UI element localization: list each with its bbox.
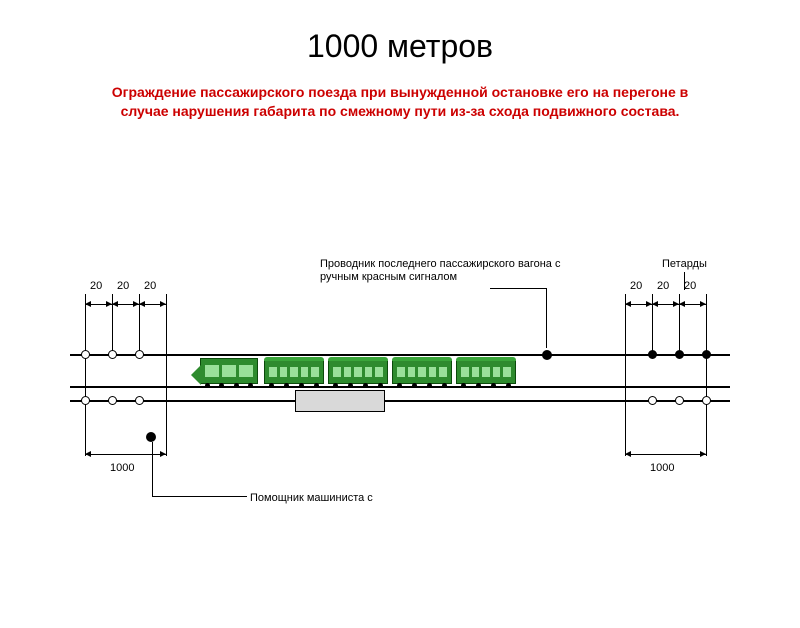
petard-icon [648,350,657,359]
petard-icon [648,396,657,405]
petard-icon [108,396,117,405]
conductor-label: Проводник последнего пассажирского вагон… [320,258,580,284]
dim-label: 20 [684,280,696,292]
dim-line [679,304,706,305]
leader-line [490,288,546,289]
dim-tick [625,294,626,456]
petards-label: Петарды [662,258,707,270]
dim-line [652,304,679,305]
dim-line [625,304,652,305]
dim-label: 20 [117,280,129,292]
leader-line [684,272,685,290]
diagram-area: 20 20 20 1000 20 20 20 1000 Петарды Пров… [70,258,730,538]
petard-icon [108,350,117,359]
subtitle-text: Ограждение пассажирского поезда при выну… [90,83,710,121]
dim-label: 20 [144,280,156,292]
petard-icon [81,396,90,405]
dim-line [112,304,139,305]
petard-icon [702,396,711,405]
track-lower-rail-b [70,400,730,402]
dim-tick [706,294,707,456]
dim-line [139,304,166,305]
dim-label: 1000 [650,462,674,474]
dim-label: 20 [630,280,642,292]
dim-label: 20 [657,280,669,292]
obstacle-box [295,390,385,412]
page-title: 1000 метров [0,28,800,65]
passenger-car [328,360,388,384]
petard-icon [135,396,144,405]
passenger-car [392,360,452,384]
assistant-label: Помощник машиниста с [250,492,373,504]
petard-icon [702,350,711,359]
passenger-car [456,360,516,384]
passenger-car [264,360,324,384]
petard-icon [81,350,90,359]
track-upper [70,354,730,356]
leader-line [152,442,153,496]
dim-label: 1000 [110,462,134,474]
leader-line [546,288,547,348]
flag-person-icon [542,350,552,360]
locomotive [200,358,258,384]
dim-tick [85,294,86,456]
dim-line [85,454,166,455]
dim-label: 20 [90,280,102,292]
petard-icon [675,396,684,405]
dim-line [85,304,112,305]
petard-icon [135,350,144,359]
dim-tick [166,294,167,456]
petard-icon [675,350,684,359]
flag-person-icon [146,432,156,442]
dim-line [625,454,706,455]
leader-line [152,496,247,497]
